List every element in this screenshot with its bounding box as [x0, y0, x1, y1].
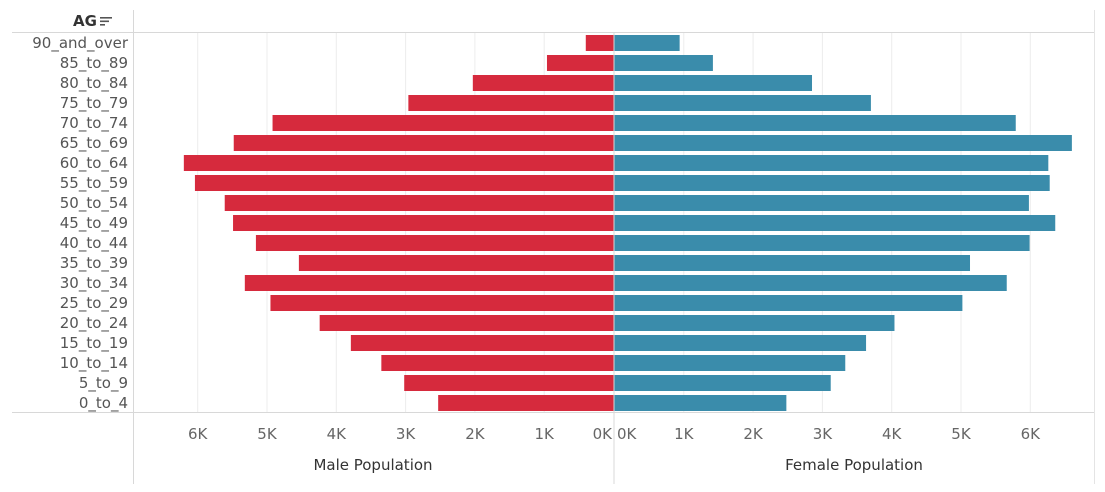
male-bar[interactable] [272, 115, 614, 131]
male-bar[interactable] [183, 155, 614, 171]
male-tick-label: 5K [257, 425, 278, 443]
male-tick-label: 6K [188, 425, 209, 443]
female-bar[interactable] [614, 95, 871, 111]
female-tick-label: 4K [882, 425, 903, 443]
category-label: 55_to_59 [60, 174, 128, 193]
female-axis-title: Female Population [785, 456, 923, 474]
male-bar[interactable] [381, 355, 614, 371]
female-bar[interactable] [614, 335, 867, 351]
male-bar[interactable] [472, 75, 614, 91]
male-tick-label: 2K [465, 425, 486, 443]
category-label: 5_to_9 [79, 374, 128, 393]
female-bar[interactable] [614, 115, 1016, 131]
female-bar[interactable] [614, 275, 1007, 291]
female-tick-label: 6K [1021, 425, 1042, 443]
female-bar[interactable] [614, 395, 787, 411]
female-bar[interactable] [614, 375, 831, 391]
male-tick-label: 4K [327, 425, 348, 443]
female-bar[interactable] [614, 295, 963, 311]
male-bar[interactable] [244, 275, 614, 291]
category-label: 0_to_4 [79, 394, 128, 413]
category-label: 30_to_34 [60, 274, 128, 293]
female-bar[interactable] [614, 35, 680, 51]
category-label: 50_to_54 [60, 194, 128, 213]
male-tick-label: 0K [593, 425, 614, 443]
male-bar[interactable] [298, 255, 614, 271]
female-bar[interactable] [614, 75, 813, 91]
female-tick-label: 0K [617, 425, 638, 443]
male-bar[interactable] [233, 215, 614, 231]
category-label: 70_to_74 [60, 114, 128, 133]
category-label: 45_to_49 [60, 214, 128, 233]
category-label: 15_to_19 [60, 334, 128, 353]
female-tick-label: 2K [743, 425, 764, 443]
female-bar[interactable] [614, 135, 1072, 151]
category-label: 25_to_29 [60, 294, 128, 313]
female-bar[interactable] [614, 155, 1049, 171]
female-bar[interactable] [614, 195, 1029, 211]
male-bar[interactable] [194, 175, 614, 191]
male-bar[interactable] [585, 35, 614, 51]
female-bar[interactable] [614, 175, 1050, 191]
male-bar[interactable] [270, 295, 614, 311]
male-bar[interactable] [404, 375, 614, 391]
male-bar[interactable] [255, 235, 614, 251]
category-label: 85_to_89 [60, 54, 128, 73]
male-bar[interactable] [319, 315, 614, 331]
female-tick-label: 5K [951, 425, 972, 443]
male-tick-label: 3K [396, 425, 417, 443]
female-bar[interactable] [614, 215, 1056, 231]
female-bar[interactable] [614, 315, 895, 331]
category-label: 20_to_24 [60, 314, 128, 333]
female-bar[interactable] [614, 235, 1030, 251]
category-labels: 90_and_over85_to_8980_to_8475_to_7970_to… [32, 34, 129, 413]
category-label: 80_to_84 [60, 74, 128, 93]
category-label: 40_to_44 [60, 234, 128, 253]
category-label: 10_to_14 [60, 354, 128, 373]
male-axis-title: Male Population [313, 456, 432, 474]
category-label: 35_to_39 [60, 254, 128, 273]
sort-icon[interactable] [100, 17, 112, 26]
category-label: 90_and_over [32, 34, 129, 53]
male-bar[interactable] [350, 335, 614, 351]
male-bar[interactable] [438, 395, 614, 411]
female-tick-label: 1K [674, 425, 695, 443]
female-bar[interactable] [614, 355, 846, 371]
male-tick-label: 1K [535, 425, 556, 443]
female-bar[interactable] [614, 55, 713, 71]
female-bar[interactable] [614, 255, 971, 271]
male-bar[interactable] [224, 195, 614, 211]
chart-frame [12, 10, 1095, 484]
category-label: 75_to_79 [60, 94, 128, 113]
age-group-header[interactable]: AG [73, 12, 97, 30]
female-tick-label: 3K [813, 425, 834, 443]
male-bar[interactable] [546, 55, 614, 71]
male-bar[interactable] [233, 135, 614, 151]
category-label: 60_to_64 [60, 154, 128, 173]
tick-labels: 6K 5K 4K 3K 2K 1K 0K 0K 1K 2K 3K 4K 5K 6K [188, 425, 1041, 443]
bars [183, 35, 1072, 411]
male-bar[interactable] [408, 95, 614, 111]
category-label: 65_to_69 [60, 134, 128, 153]
